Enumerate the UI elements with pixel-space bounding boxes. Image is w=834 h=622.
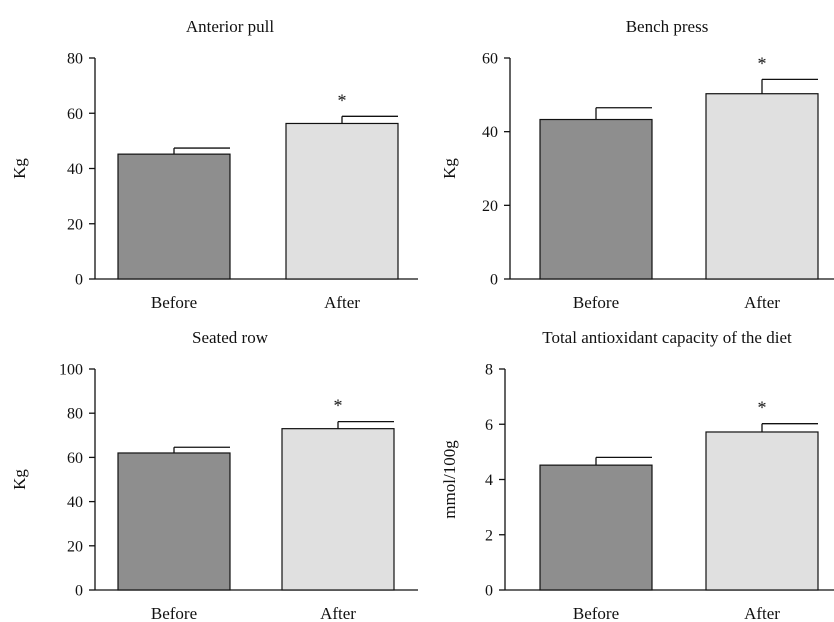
y-axis-label: Kg xyxy=(10,469,29,490)
chart-panel-4: Total antioxidant capacity of the diet mm… xyxy=(440,328,834,622)
chart-panel-2: Bench press Kg 0 20 40 60 Before * After xyxy=(440,17,834,312)
category-label: After xyxy=(744,293,780,312)
y-tick-label: 20 xyxy=(67,216,83,233)
bar-before xyxy=(117,153,231,280)
y-tick-label: 40 xyxy=(482,124,498,141)
y-tick-label: 40 xyxy=(67,494,83,511)
chart-title: Anterior pull xyxy=(186,17,275,36)
chart-title: Total antioxidant capacity of the diet xyxy=(542,328,792,347)
y-tick-label: 4 xyxy=(485,472,493,489)
chart-title: Seated row xyxy=(192,328,269,347)
significance-marker: * xyxy=(338,90,347,110)
y-tick-label: 80 xyxy=(67,51,83,68)
bar-after xyxy=(285,122,399,280)
category-label: After xyxy=(324,293,360,312)
y-tick-label: 0 xyxy=(490,272,498,289)
bar-after xyxy=(705,93,819,280)
y-tick-label: 100 xyxy=(59,362,83,379)
y-axis-label: Kg xyxy=(10,158,29,179)
significance-marker: * xyxy=(334,396,343,416)
bar-after xyxy=(281,428,395,591)
y-tick-label: 0 xyxy=(75,583,83,600)
bar-before xyxy=(539,118,653,280)
y-tick-label: 2 xyxy=(485,527,493,544)
y-tick-label: 60 xyxy=(67,106,83,123)
y-tick-label: 20 xyxy=(67,538,83,555)
y-axis-label: Kg xyxy=(440,158,459,179)
bar-after xyxy=(705,431,819,591)
y-tick-label: 20 xyxy=(482,198,498,215)
y-tick-label: 8 xyxy=(485,362,493,379)
y-tick-label: 60 xyxy=(482,51,498,68)
category-label: Before xyxy=(573,293,619,312)
category-label: Before xyxy=(573,604,619,622)
chart-title: Bench press xyxy=(626,17,709,36)
bar-before xyxy=(117,452,231,591)
chart-panel-1: Anterior pull Kg 0 20 40 60 80 Before * After xyxy=(10,17,418,312)
y-tick-label: 6 xyxy=(485,417,493,434)
category-label: Before xyxy=(151,604,197,622)
y-axis-label: mmol/100g xyxy=(440,440,459,519)
category-label: After xyxy=(744,604,780,622)
category-label: After xyxy=(320,604,356,622)
significance-marker: * xyxy=(758,398,767,418)
y-tick-label: 0 xyxy=(485,583,493,600)
y-tick-label: 0 xyxy=(75,272,83,289)
y-tick-label: 80 xyxy=(67,406,83,423)
y-tick-label: 40 xyxy=(67,161,83,178)
category-label: Before xyxy=(151,293,197,312)
bar-before xyxy=(539,464,653,591)
y-tick-label: 60 xyxy=(67,450,83,467)
chart-panel-3: Seated row Kg 0 20 40 60 80 100 Before * After xyxy=(10,328,418,622)
significance-marker: * xyxy=(758,53,767,73)
